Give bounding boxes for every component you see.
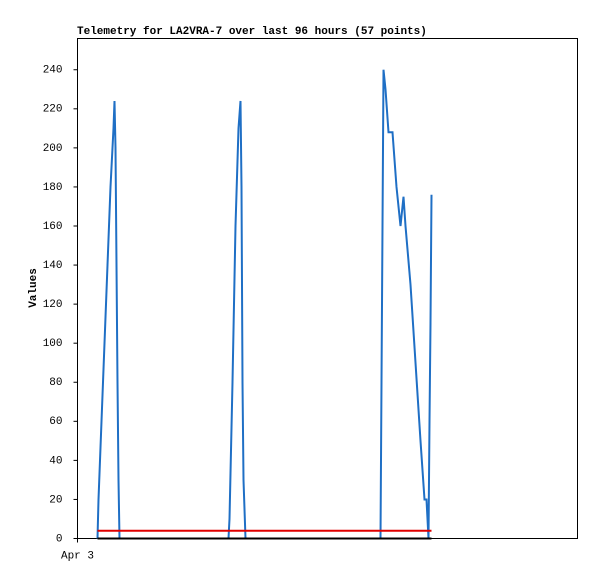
plot-frame [77, 38, 578, 539]
y-tick-label: 20 [49, 494, 62, 506]
x-tick-label: Apr 3 [61, 550, 94, 562]
y-tick-label: 240 [43, 65, 63, 77]
chart-title: Telemetry for LA2VRA-7 over last 96 hour… [77, 26, 427, 38]
y-tick-label: 140 [43, 260, 63, 272]
data-line [96, 69, 433, 540]
y-tick-label: 0 [56, 533, 63, 545]
y-axis-label: Values [28, 268, 40, 308]
y-tick-label: 120 [43, 299, 63, 311]
y-tick-label: 60 [49, 416, 62, 428]
y-tick-label: 80 [49, 377, 62, 389]
y-tick-label: 180 [43, 182, 63, 194]
y-tick-label: 200 [43, 143, 63, 155]
y-tick-label: 160 [43, 221, 63, 233]
y-tick-label: 100 [43, 338, 63, 350]
y-tick-label: 40 [49, 455, 62, 467]
y-tick-label: 220 [43, 104, 63, 116]
